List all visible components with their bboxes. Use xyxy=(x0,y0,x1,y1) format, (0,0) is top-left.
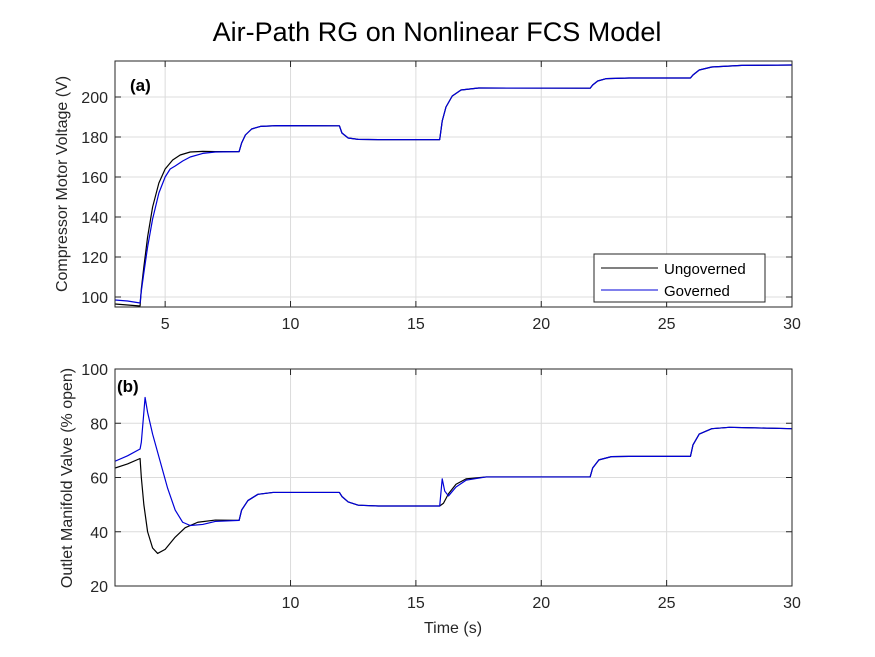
panel-b-ticks: 10 15 20 25 30 20 40 60 80 100 xyxy=(81,362,801,612)
panel-b-x-tick-label: 20 xyxy=(532,595,550,612)
panel-a-x-tick-label: 10 xyxy=(282,316,300,333)
panel-a-x-tick-label: 20 xyxy=(532,316,550,333)
panel-b-y-tick-label: 20 xyxy=(90,579,108,596)
panel-b-y-axis-label: Outlet Manifold Valve (% open) xyxy=(59,368,76,588)
panel-a-x-tick-label: 30 xyxy=(783,316,801,333)
legend-box xyxy=(593,253,766,303)
panel-b-x-tick-label: 15 xyxy=(407,595,425,612)
panel-a-x-tick-label: 5 xyxy=(161,316,170,333)
panel-b-x-tick-label: 25 xyxy=(658,595,676,612)
figure-title: Air-Path RG on Nonlinear FCS Model xyxy=(213,17,662,47)
panel-b-x-tick-label: 10 xyxy=(282,595,300,612)
panel-a-y-tick-label: 160 xyxy=(81,170,108,187)
panel-b-y-tick-label: 40 xyxy=(90,525,108,542)
panel-b-series-governed xyxy=(115,396,792,527)
panel-a: 5 10 15 20 25 30 100 120 140 160 180 200 (a) Compre… xyxy=(54,60,801,333)
panel-a-y-tick-label: 120 xyxy=(81,250,108,267)
panel-a-x-tick-label: 15 xyxy=(407,316,425,333)
panel-b-plot-area xyxy=(115,396,792,555)
panel-a-y-tick-label: 200 xyxy=(81,90,108,107)
panel-b-label: (b) xyxy=(117,377,139,396)
panel-a-y-axis-label: Compressor Motor Voltage (V) xyxy=(54,76,71,292)
legend: Ungoverned Governed xyxy=(593,253,766,303)
panel-a-y-tick-label: 140 xyxy=(81,210,108,227)
panel-b-y-tick-label: 100 xyxy=(81,362,108,379)
panel-a-y-tick-label: 100 xyxy=(81,290,108,307)
panel-b-x-axis-label: Time (s) xyxy=(424,620,482,637)
panel-a-label: (a) xyxy=(130,76,151,95)
legend-entry-ungoverned: Ungoverned xyxy=(664,261,746,278)
panel-a-plot-area xyxy=(115,64,792,307)
legend-entry-governed: Governed xyxy=(664,283,730,300)
panel-b: 10 15 20 25 30 20 40 60 80 100 (b) Outlet Manifol… xyxy=(59,362,801,637)
panel-b-y-tick-label: 80 xyxy=(90,416,108,433)
panel-a-y-tick-label: 180 xyxy=(81,130,108,147)
panel-b-x-tick-label: 30 xyxy=(783,595,801,612)
panel-a-ticks: 5 10 15 20 25 30 100 120 140 160 180 200 xyxy=(81,61,801,333)
panel-a-series-governed xyxy=(115,64,792,304)
panel-a-x-tick-label: 25 xyxy=(658,316,676,333)
panel-b-y-tick-label: 60 xyxy=(90,471,108,488)
panel-a-axes-frame xyxy=(114,60,793,308)
